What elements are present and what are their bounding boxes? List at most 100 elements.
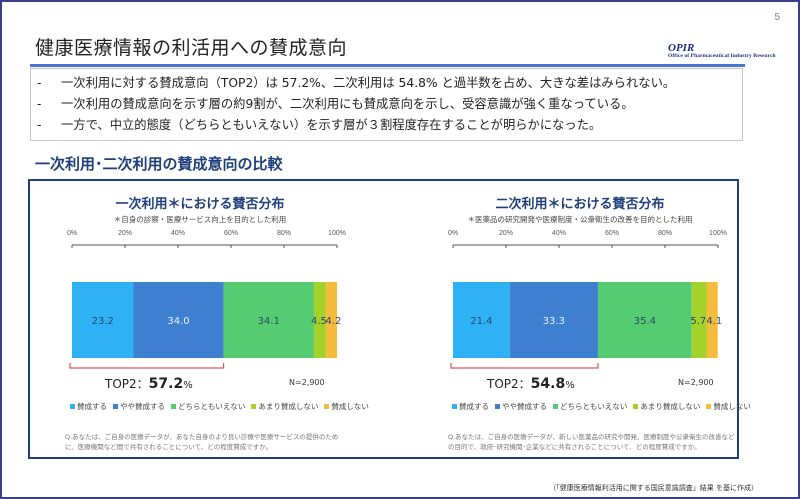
- x-tick-label: 20%: [118, 230, 132, 237]
- legend-label: あまり賛成しない: [258, 402, 319, 411]
- legend-swatch: [70, 404, 75, 409]
- x-tick-label: 80%: [658, 230, 672, 237]
- data-label: 5.7: [690, 316, 706, 327]
- data-label: 34.1: [258, 316, 280, 327]
- page-number: 5: [774, 12, 780, 23]
- x-tick-label: 60%: [605, 230, 619, 237]
- legend-item: 賛成する: [70, 401, 107, 412]
- bar-segment: [133, 282, 224, 358]
- top2-prefix: TOP2：: [105, 377, 149, 391]
- sample-size-secondary: N=2,900: [678, 378, 714, 387]
- chart-subtitle-primary: ＊自身の診察・医療サービス向上を目的とした利用: [113, 215, 287, 224]
- top2-value: 54.8: [530, 376, 566, 392]
- legend-label: 賛成しない: [331, 402, 369, 411]
- section-title: 一次利用･二次利用の賛成意向の比較: [35, 155, 283, 173]
- legend-label: 賛成しない: [713, 402, 751, 411]
- top2-unit: %: [183, 380, 193, 391]
- legend-swatch: [324, 404, 330, 409]
- top2-bracket: [69, 363, 225, 369]
- bar-segment: [509, 282, 598, 358]
- logo-main: OPIR: [668, 42, 695, 54]
- x-tick-label: 0%: [448, 230, 458, 237]
- legend-item: あまり賛成しない: [633, 401, 700, 412]
- legend-label: やや賛成する: [120, 402, 165, 411]
- x-tick-label: 40%: [171, 230, 185, 237]
- data-label: 4.5: [311, 316, 327, 327]
- bar-segment: [72, 282, 134, 358]
- summary-box: - 一次利用に対する賛成意向（TOP2）は 57.2%、二次利用は 54.8% …: [30, 68, 743, 141]
- bar-segment: [597, 282, 692, 358]
- legend-swatch: [171, 404, 176, 409]
- x-tick-label: 20%: [499, 230, 513, 237]
- legend-label: どちらともいえない: [560, 402, 628, 411]
- legend-swatch: [251, 404, 257, 409]
- question-primary: Q.あなたは、ご自身の医療データが、あなた自身のより良い診療や医療サービスの提供…: [65, 433, 339, 451]
- bullet-text: 一方で、中立的態度（どちらともいえない）を示す層が３割程度存在することが明らかに…: [61, 118, 602, 132]
- x-tick-label: 100%: [709, 230, 727, 237]
- legend-primary: 賛成する やや賛成する どちらともいえない あまり賛成しない 賛成しない: [70, 401, 369, 412]
- title-divider: [30, 64, 745, 67]
- legend-item: やや賛成する: [495, 401, 547, 412]
- top2-prefix: TOP2：: [487, 377, 531, 391]
- bullet-dash: -: [37, 118, 42, 132]
- top2-primary: TOP2：57.2%: [105, 375, 193, 392]
- x-tick-label: 0%: [67, 230, 77, 237]
- legend-item: あまり賛成しない: [251, 401, 318, 412]
- bar-segment: [691, 282, 707, 358]
- legend-item: どちらともいえない: [553, 401, 627, 412]
- data-label: 35.4: [634, 316, 656, 327]
- x-tick-label: 80%: [277, 230, 291, 237]
- source-note: （「健康医療情報利活用に関する国民意識調査」結果 を基に作成）: [549, 484, 758, 492]
- chart-secondary: 0% 20% 40% 60% 80% 100% 21.4 33.3 35.4 5.7 4.1: [448, 230, 727, 369]
- bar-segment: [223, 282, 314, 358]
- bar-segment: [453, 282, 510, 358]
- bullet-dash: -: [37, 76, 42, 90]
- data-label: 4.1: [706, 316, 722, 327]
- legend-swatch: [495, 404, 500, 409]
- legend-swatch: [452, 404, 457, 409]
- x-tick-label: 60%: [224, 230, 238, 237]
- legend-item: やや賛成する: [113, 401, 165, 412]
- slide-title: 健康医療情報の利活用への賛成意向: [35, 37, 348, 59]
- bar-segment: [706, 282, 718, 358]
- legend-label: 賛成する: [77, 402, 107, 411]
- legend-swatch: [706, 404, 712, 409]
- data-label: 23.2: [92, 316, 114, 327]
- bullet-dash: -: [37, 97, 42, 111]
- summary-bullet: - 一方で、中立的態度（どちらともいえない）を示す層が３割程度存在することが明ら…: [37, 115, 742, 136]
- legend-item: 賛成しない: [324, 401, 369, 412]
- data-label: 34.0: [167, 316, 189, 327]
- legend-swatch: [633, 404, 639, 409]
- legend-item: どちらともいえない: [171, 401, 245, 412]
- chart-title-secondary: 二次利用＊における賛否分布: [495, 197, 665, 212]
- legend-swatch: [553, 404, 558, 409]
- bar-segment: [313, 282, 326, 358]
- charts-panel: 一次利用＊における賛否分布 ＊自身の診察・医療サービス向上を目的とした利用 0%…: [28, 179, 751, 459]
- legend-swatch: [113, 404, 118, 409]
- data-label: 33.3: [543, 316, 565, 327]
- bar-segment: [325, 282, 337, 358]
- legend-label: やや賛成する: [502, 402, 547, 411]
- bullet-text: 一次利用に対する賛成意向（TOP2）は 57.2%、二次利用は 54.8% と過…: [61, 76, 676, 90]
- top2-secondary: TOP2：54.8%: [487, 375, 575, 392]
- summary-bullet: - 一次利用に対する賛成意向（TOP2）は 57.2%、二次利用は 54.8% …: [37, 73, 742, 94]
- chart-primary: 0% 20% 40% 60% 80% 100% 23.2 34.0 34.1 4.54.2: [67, 230, 346, 369]
- data-label: 4.2: [325, 316, 341, 327]
- sample-size-primary: N=2,900: [289, 378, 325, 387]
- legend-label: どちらともいえない: [178, 402, 246, 411]
- bullet-text: 一次利用の賛成意向を示す層の約9割が、二次利用にも賛成意向を示し、受容意識が強く…: [61, 97, 634, 111]
- chart-title-primary: 一次利用＊における賛否分布: [115, 197, 285, 212]
- top2-value: 57.2: [148, 376, 184, 392]
- opir-logo: OPIR Office of Pharmaceutical Industry R…: [668, 43, 776, 60]
- x-tick-label: 100%: [328, 230, 346, 237]
- legend-item: 賛成しない: [706, 401, 751, 412]
- legend-secondary: 賛成する やや賛成する どちらともいえない あまり賛成しない 賛成しない: [452, 401, 751, 412]
- question-secondary: Q.あなたは、ご自身の医療データが、新しい医薬品の研究や開発、医療制度や公衆衛生…: [448, 433, 735, 451]
- legend-label: 賛成する: [459, 402, 489, 411]
- summary-bullet: - 一次利用の賛成意向を示す層の約9割が、二次利用にも賛成意向を示し、受容意識が…: [37, 94, 742, 115]
- top2-unit: %: [565, 380, 575, 391]
- data-label: 21.4: [470, 316, 492, 327]
- chart-subtitle-secondary: ＊医薬品の研究開発や医療制度・公衆衛生の改善を目的とした利用: [467, 215, 693, 224]
- legend-item: 賛成する: [452, 401, 489, 412]
- legend-label: あまり賛成しない: [640, 402, 701, 411]
